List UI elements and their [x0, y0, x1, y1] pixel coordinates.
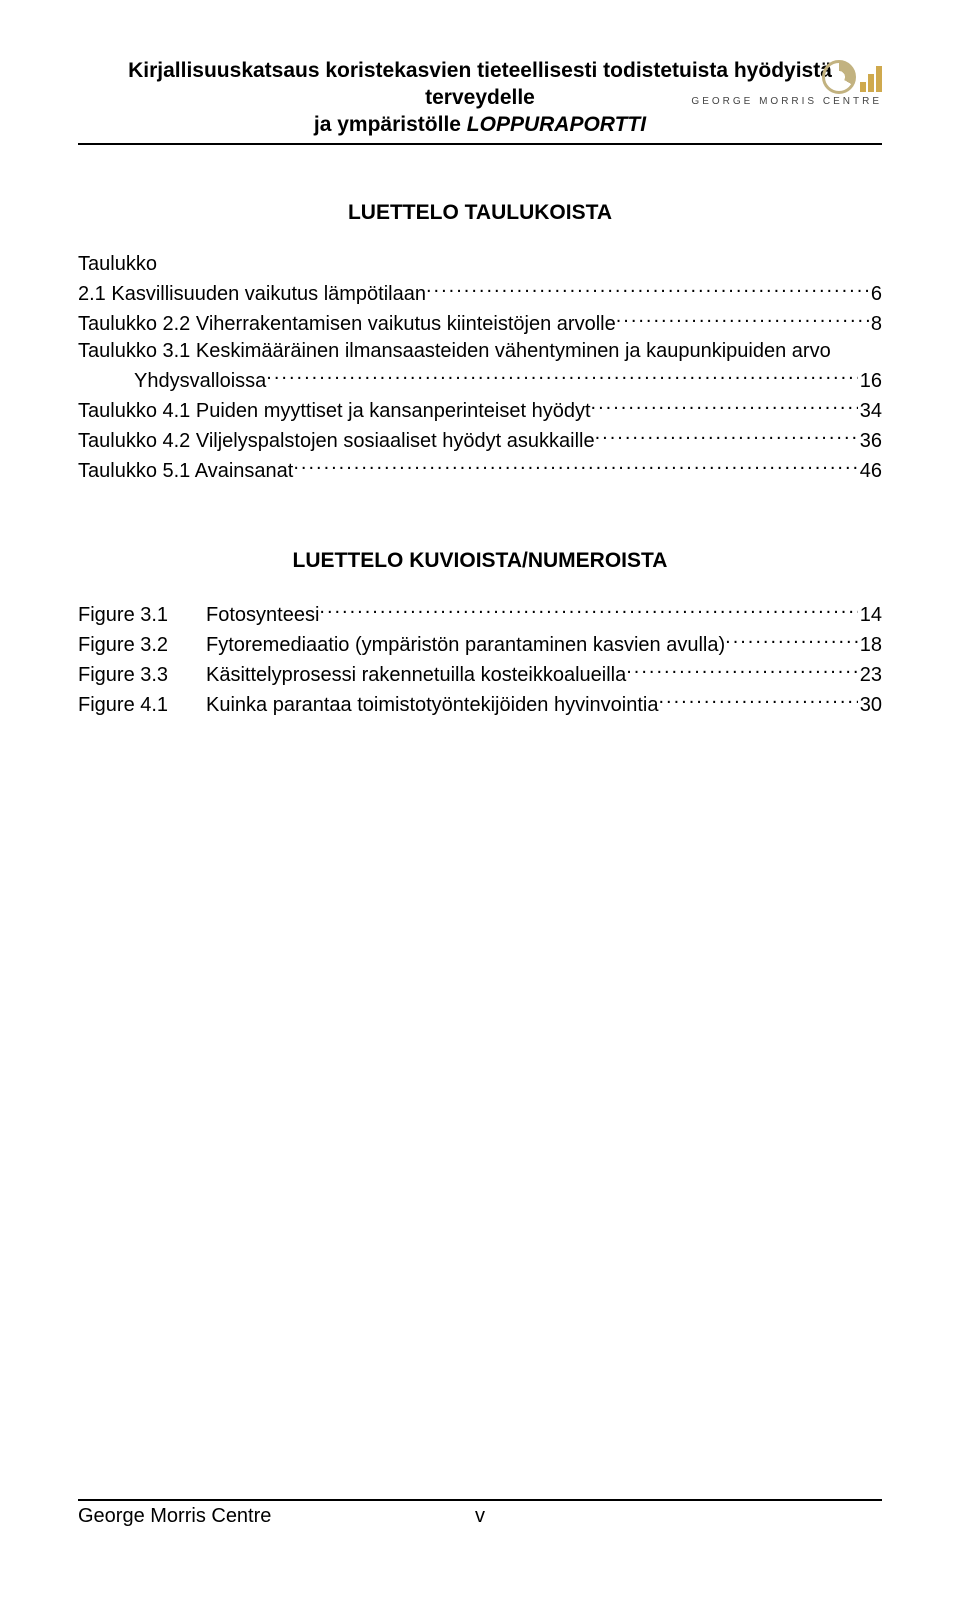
toc-row: 2.1 Kasvillisuuden vaikutus lämpötilaan … — [78, 278, 882, 308]
toc-leaders — [293, 455, 857, 477]
toc-entry-label: Taulukko 3.1 Keskimääräinen ilmansaastei… — [78, 338, 831, 365]
toc-row: Taulukko 2.2 Viherrakentamisen vaikutus … — [78, 308, 882, 338]
toc-entry-label: Taulukko 4.2 Viljelyspalstojen sosiaalis… — [78, 428, 595, 455]
tables-prefix-line: Taulukko — [78, 251, 882, 278]
toc-row: Figure 4.1 Kuinka parantaa toimistotyönt… — [78, 689, 882, 719]
page-footer: George Morris Centre v — [78, 1499, 882, 1528]
tables-toc: Taulukko 2.1 Kasvillisuuden vaikutus läm… — [78, 251, 882, 485]
toc-entry-label: Fotosynteesi — [206, 602, 319, 629]
toc-row: Taulukko 3.1 Keskimääräinen ilmansaastei… — [78, 338, 882, 365]
toc-leaders — [626, 659, 858, 681]
footer-page-number: v — [78, 1505, 882, 1528]
tables-section-title: LUETTELO TAULUKOISTA — [78, 201, 882, 225]
toc-leaders — [725, 629, 858, 651]
header-line-2-italic: LOPPURAPORTTI — [467, 113, 646, 136]
toc-page-number: 16 — [858, 368, 882, 395]
toc-row: Figure 3.1 Fotosynteesi 14 — [78, 599, 882, 629]
toc-entry-label: Kuinka parantaa toimistotyöntekijöiden h… — [206, 692, 659, 719]
toc-page-number: 34 — [858, 398, 882, 425]
toc-page-number: 14 — [858, 602, 882, 629]
toc-page-number: 6 — [869, 281, 882, 308]
toc-leaders — [266, 365, 857, 387]
logo-bars-icon — [860, 62, 882, 92]
toc-page-number: 18 — [858, 632, 882, 659]
toc-row: Taulukko 4.2 Viljelyspalstojen sosiaalis… — [78, 425, 882, 455]
toc-leaders — [426, 278, 869, 300]
figure-id: Figure 3.1 — [78, 602, 206, 629]
figure-id: Figure 3.3 — [78, 662, 206, 689]
brand-logo-mark — [682, 60, 882, 94]
brand-logo-text: GEORGE MORRIS CENTRE — [682, 96, 882, 107]
toc-entry-label: Taulukko 5.1 Avainsanat — [78, 458, 293, 485]
toc-leaders — [319, 599, 857, 621]
toc-row: Taulukko 4.1 Puiden myyttiset ja kansanp… — [78, 395, 882, 425]
logo-circle-icon — [822, 60, 856, 94]
toc-page-number: 23 — [858, 662, 882, 689]
figures-toc: Figure 3.1 Fotosynteesi 14 Figure 3.2 Fy… — [78, 599, 882, 719]
toc-row: Taulukko 5.1 Avainsanat 46 — [78, 455, 882, 485]
document-page: GEORGE MORRIS CENTRE Kirjallisuuskatsaus… — [0, 0, 960, 1598]
toc-leaders — [616, 308, 869, 330]
toc-row: Figure 3.3 Käsittelyprosessi rakennetuil… — [78, 659, 882, 689]
brand-logo: GEORGE MORRIS CENTRE — [682, 60, 882, 107]
toc-entry-label: Taulukko 2.2 Viherrakentamisen vaikutus … — [78, 311, 616, 338]
figure-id: Figure 3.2 — [78, 632, 206, 659]
toc-page-number: 8 — [869, 311, 882, 338]
header-line-2-plain: ja ympäristölle — [314, 113, 467, 136]
figures-section-title: LUETTELO KUVIOISTA/NUMEROISTA — [78, 549, 882, 573]
toc-entry-label: 2.1 Kasvillisuuden vaikutus lämpötilaan — [78, 281, 426, 308]
toc-page-number: 46 — [858, 458, 882, 485]
toc-leaders — [659, 689, 858, 711]
toc-entry-label: Käsittelyprosessi rakennetuilla kosteikk… — [206, 662, 626, 689]
toc-leaders — [591, 395, 858, 417]
toc-row-continuation: Yhdysvalloissa 16 — [78, 365, 882, 395]
toc-entry-label-cont: Yhdysvalloissa — [134, 368, 266, 395]
toc-page-number: 36 — [858, 428, 882, 455]
header-line-2: ja ympäristölle LOPPURAPORTTI — [78, 112, 882, 139]
toc-entry-label: Fytoremediaatio (ympäristön parantaminen… — [206, 632, 725, 659]
toc-leaders — [595, 425, 858, 447]
toc-entry-label: Taulukko 4.1 Puiden myyttiset ja kansanp… — [78, 398, 591, 425]
toc-row: Figure 3.2 Fytoremediaatio (ympäristön p… — [78, 629, 882, 659]
figure-id: Figure 4.1 — [78, 692, 206, 719]
toc-page-number: 30 — [858, 692, 882, 719]
